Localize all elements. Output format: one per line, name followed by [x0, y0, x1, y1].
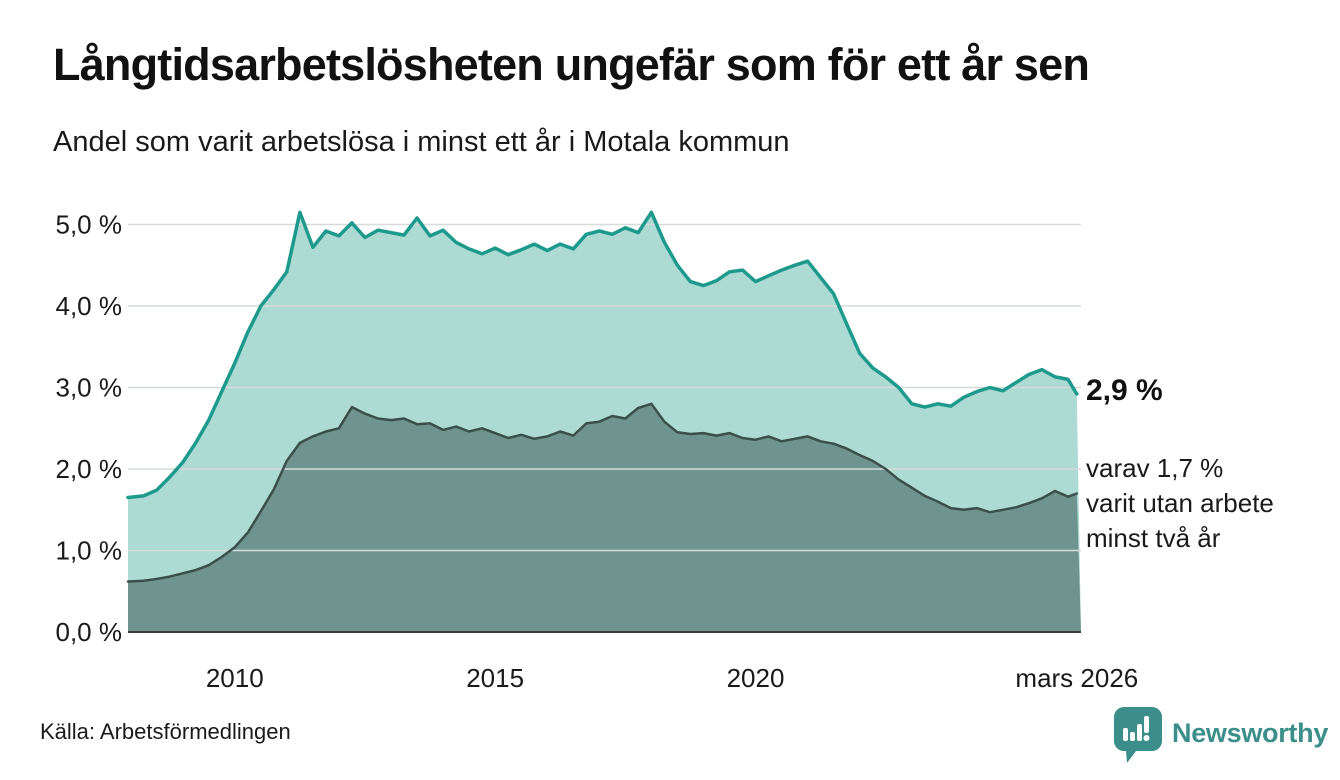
bar-2 [1130, 732, 1135, 741]
y-tick-label: 4,0 % [56, 291, 123, 321]
chart-title: Långtidsarbetslösheten ungefär som för e… [53, 39, 1090, 90]
newsworthy-logo: Newsworthy [1114, 707, 1328, 765]
y-tick-label: 5,0 % [56, 210, 123, 240]
secondary-value-line: varav 1,7 % [1086, 453, 1224, 483]
secondary-value-label: varav 1,7 % varit utan arbete minst två … [1086, 451, 1274, 556]
x-tick-label: 2010 [206, 663, 264, 693]
y-tick-label: 3,0 % [56, 373, 123, 403]
y-tick-label: 2,0 % [56, 454, 123, 484]
latest-value-label: 2,9 % [1086, 374, 1163, 407]
y-tick-label: 0,0 % [56, 617, 123, 647]
series-line-min-one-year [126, 210, 1079, 500]
x-tick-label: mars 2026 [1015, 663, 1138, 693]
secondary-value-line: minst två år [1086, 523, 1221, 553]
bar-3 [1137, 724, 1142, 741]
x-tick-label: 2015 [466, 663, 524, 693]
exclamation-dot [1143, 735, 1150, 741]
exclamation-bar [1144, 716, 1149, 733]
brand-wordmark: Newsworthy [1172, 717, 1329, 748]
x-tick-label: 2020 [727, 663, 785, 693]
bar-1 [1123, 728, 1128, 741]
series-line-min-two-years [126, 402, 1079, 583]
newsworthy-icon [1114, 707, 1162, 763]
chart-subtitle: Andel som varit arbetslösa i minst ett å… [53, 126, 790, 158]
source-note: Källa: Arbetsförmedlingen [40, 719, 291, 744]
y-tick-label: 1,0 % [56, 536, 123, 566]
secondary-value-line: varit utan arbete [1086, 488, 1274, 518]
series-area-min-two-years [128, 403, 1081, 632]
